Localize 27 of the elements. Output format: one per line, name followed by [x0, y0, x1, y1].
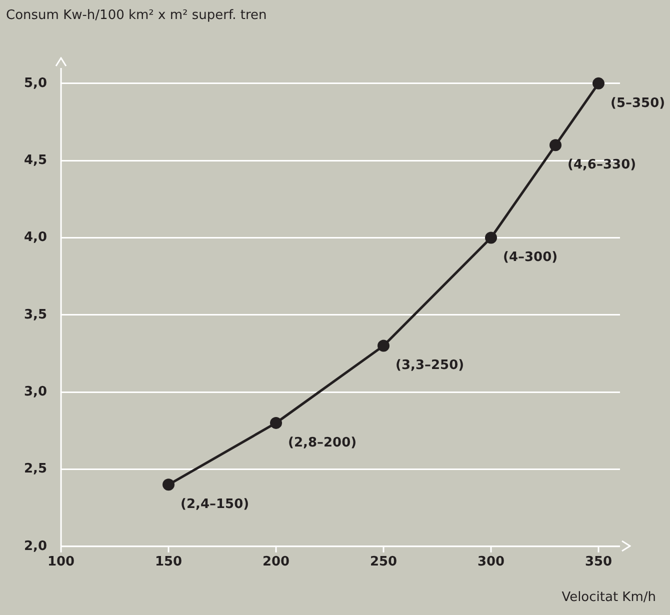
annotation: (5–350) — [610, 96, 666, 111]
y-tick-label: 4,0 — [24, 230, 48, 246]
point — [270, 416, 282, 429]
y-tick-label: 2,0 — [24, 538, 48, 554]
annotation: (2,4–150) — [180, 497, 250, 512]
x-tick-label: 100 — [47, 554, 75, 570]
x-axis-title: Velocitat Km/h — [562, 590, 656, 605]
x-tick-label: 350 — [584, 554, 612, 570]
y-tick-label: 2,5 — [24, 462, 48, 477]
x-tick-label: 200 — [262, 554, 290, 570]
y-axis-title: Consum Kw-h/100 km² x m² superf. tren — [6, 8, 267, 23]
point — [592, 77, 604, 90]
annotation: (3,3–250) — [396, 358, 464, 374]
annotation: (4,6–330) — [568, 158, 636, 173]
point — [378, 340, 390, 352]
point — [550, 139, 562, 152]
annotation: (4–300) — [503, 250, 558, 266]
annotation: (2,8–200) — [288, 435, 357, 450]
x-tick-label: 300 — [477, 554, 505, 570]
y-tick-label: 3,0 — [24, 384, 48, 400]
y-tick-label: 3,5 — [24, 307, 48, 322]
point — [162, 478, 175, 491]
point — [485, 232, 498, 244]
x-tick-label: 150 — [154, 554, 182, 570]
x-tick-label: 250 — [370, 554, 398, 570]
y-tick-label: 5,0 — [24, 76, 48, 91]
y-tick-label: 4,5 — [24, 152, 48, 168]
